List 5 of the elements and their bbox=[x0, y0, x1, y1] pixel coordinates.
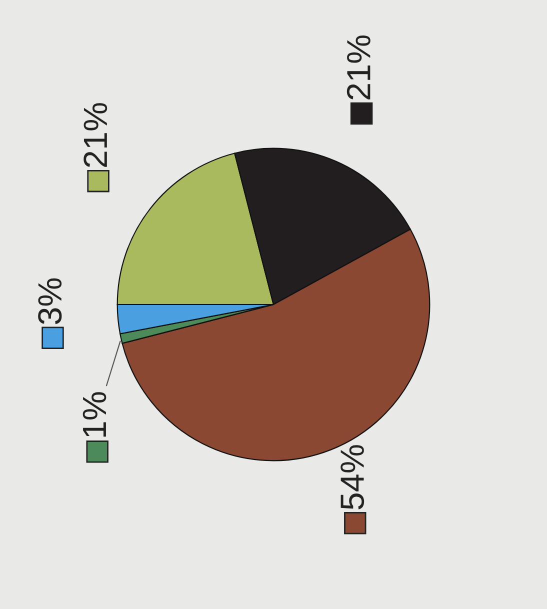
data-label: 3% bbox=[38, 278, 62, 324]
data-label: 54% bbox=[340, 445, 364, 510]
data-label: 1% bbox=[82, 392, 106, 437]
data-label: 21% bbox=[346, 35, 370, 100]
data-label: 21% bbox=[84, 103, 108, 167]
